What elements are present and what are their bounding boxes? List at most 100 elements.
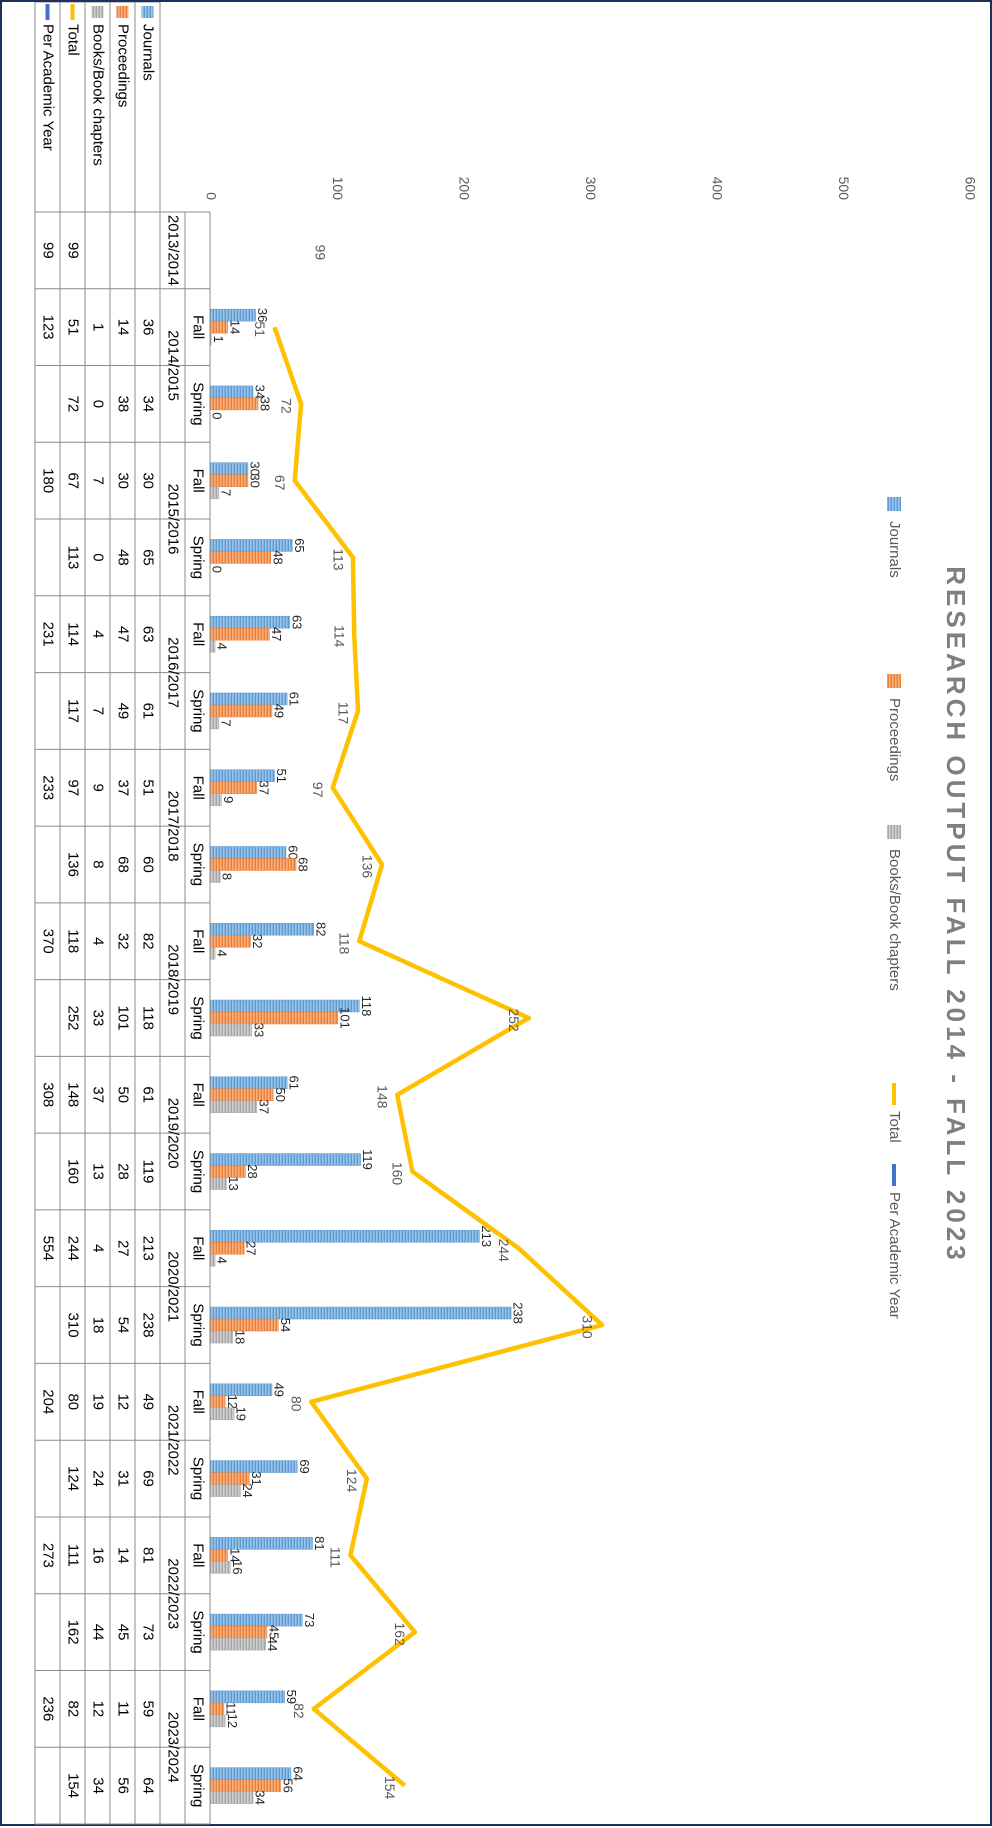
bar-data-label: 60 [285, 845, 300, 859]
y-tick-label: 300 [583, 177, 599, 201]
bar-data-label: 16 [230, 1560, 245, 1574]
bar-data-label: 69 [297, 1459, 312, 1473]
y-tick-label: 200 [456, 177, 472, 201]
table-cell: 117 [65, 699, 82, 723]
bar-data-label: 65 [292, 538, 307, 552]
bar-data-label: 68 [296, 857, 311, 871]
table-period-label: Spring [190, 382, 207, 425]
bar-proceedings-20 [209, 1779, 282, 1792]
y-tick-label: 600 [962, 177, 978, 201]
table-period-label: Spring [190, 996, 207, 1039]
y-tick-label: 100 [330, 177, 346, 201]
bar-data-label: 61 [287, 1076, 302, 1090]
table-cell: 310 [65, 1313, 82, 1338]
bar-proceedings-18 [209, 1625, 268, 1639]
table-cell: 68 [115, 856, 132, 873]
bar-data-label: 38 [258, 397, 273, 411]
table-cell: 308 [40, 1082, 57, 1107]
bar-data-label: 64 [291, 1766, 306, 1780]
bar-data-label: 12 [225, 1714, 240, 1728]
bar-data-label: 61 [287, 692, 302, 706]
table-cell: 119 [140, 1160, 157, 1184]
total-data-label: 82 [291, 1703, 307, 1719]
legend-label-3: Total [886, 1111, 903, 1143]
legend-label-1: Proceedings [886, 698, 903, 781]
bar-data-label: 73 [302, 1613, 317, 1627]
table-cell: 118 [65, 929, 82, 953]
table-cell: 34 [140, 396, 157, 413]
table-cell: 213 [140, 1236, 157, 1261]
bar-data-label: 56 [280, 1778, 295, 1792]
bar-data-label: 48 [270, 550, 285, 564]
table-cell: 13 [90, 1163, 107, 1180]
bar-data-label: 12 [225, 1395, 240, 1409]
table-cell: 7 [90, 476, 107, 484]
table-cell: 82 [140, 933, 157, 950]
bar-books-book-chapters-10 [209, 1023, 252, 1037]
bar-data-label: 19 [234, 1407, 249, 1421]
table-cell: 81 [140, 1547, 157, 1564]
table-cell: 154 [65, 1773, 82, 1798]
bar-journals-2 [209, 385, 254, 399]
bar-books-book-chapters-19 [209, 1714, 226, 1728]
table-period-label: Spring [190, 1610, 207, 1653]
bar-data-label: 14 [227, 1548, 242, 1562]
table-cell: 4 [90, 1244, 107, 1252]
bar-proceedings-19 [209, 1702, 225, 1716]
table-cell: 0 [90, 400, 107, 408]
table-cell: 238 [140, 1313, 157, 1338]
table-cell: 47 [115, 626, 132, 643]
legend-label-2: Books/Book chapters [886, 849, 903, 991]
bar-books-book-chapters-16 [209, 1484, 241, 1497]
bar-data-label: 37 [256, 780, 271, 794]
table-cell: 370 [40, 929, 57, 954]
table-series-name: Books/Book chapters [90, 24, 107, 166]
bar-data-label: 1 [211, 336, 226, 343]
bar-data-label: 31 [249, 1471, 264, 1485]
table-series-name: Per Academic Year [40, 24, 57, 151]
table-cell: 64 [140, 1777, 157, 1794]
table-cell: 30 [115, 472, 132, 489]
total-data-label: 310 [579, 1315, 595, 1339]
table-cell: 1 [90, 323, 107, 331]
table-cell: 180 [40, 468, 57, 493]
table-cell: 11 [115, 1701, 132, 1717]
table-cell: 9 [90, 784, 107, 792]
table-year-label: 2016/2017 [165, 637, 182, 708]
table-cell: 54 [115, 1317, 132, 1334]
bar-data-label: 119 [360, 1149, 375, 1170]
bar-data-label: 0 [210, 566, 225, 573]
table-period-label: Spring [190, 843, 207, 886]
bar-data-label: 8 [220, 873, 235, 880]
table-cell: 148 [65, 1082, 82, 1107]
table-cell: 49 [140, 1393, 157, 1410]
y-tick-label: 400 [709, 177, 725, 201]
total-data-label: 252 [506, 1008, 522, 1032]
table-cell: 33 [90, 1010, 107, 1027]
bar-books-book-chapters-20 [209, 1791, 254, 1804]
table-cell: 45 [115, 1624, 132, 1641]
line-total [272, 326, 605, 1788]
table-cell: 34 [90, 1777, 107, 1794]
bar-data-label: 14 [227, 320, 242, 334]
bar-proceedings-7 [209, 781, 258, 794]
table-cell: 65 [140, 549, 157, 566]
total-data-label: 244 [496, 1239, 512, 1263]
table-period-label: Fall [190, 1083, 207, 1107]
bar-proceedings-2 [209, 397, 259, 411]
table-period-label: Spring [190, 536, 207, 579]
bar-proceedings-3 [209, 474, 249, 487]
bar-data-label: 47 [269, 627, 284, 641]
bar-data-label: 4 [215, 1257, 230, 1264]
bar-data-label: 18 [232, 1330, 247, 1344]
bar-data-label: 45 [266, 1625, 281, 1639]
table-cell: 24 [90, 1470, 107, 1487]
total-data-label: 136 [359, 855, 375, 879]
bar-data-label: 34 [253, 385, 268, 399]
table-cell: 69 [140, 1470, 157, 1487]
total-data-label: 124 [344, 1469, 360, 1493]
bar-books-book-chapters-18 [209, 1637, 266, 1651]
bar-data-label: 4 [215, 643, 230, 650]
table-series-name: Proceedings [115, 24, 132, 107]
table-year-label: 2018/2019 [165, 944, 182, 1015]
